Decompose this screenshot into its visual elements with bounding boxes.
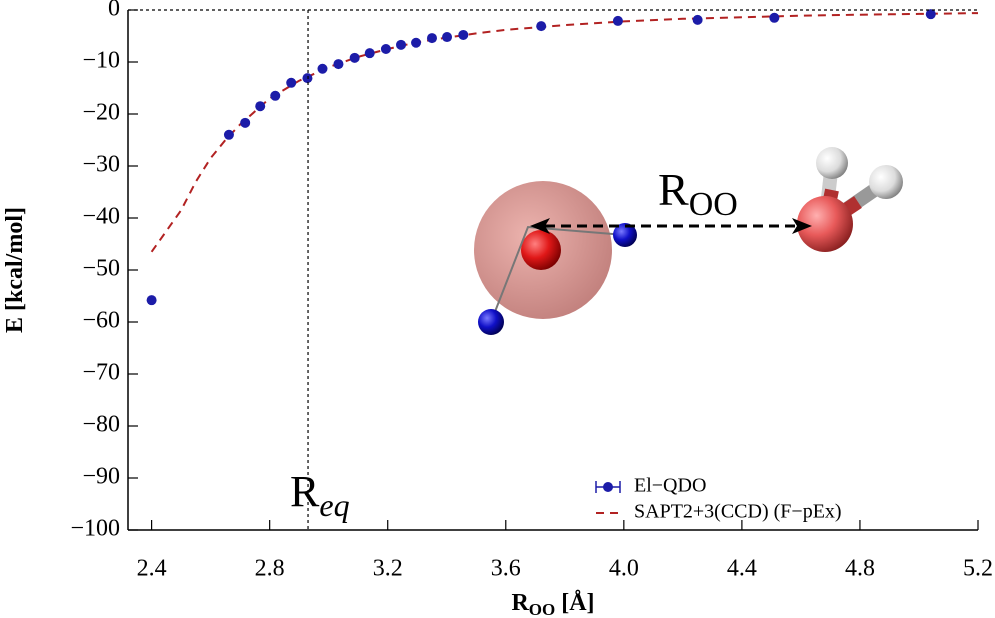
x-axis-label: ROO [Å] [511,590,594,618]
inset-label: ROO [658,164,738,223]
data-point [925,9,936,20]
x-label-sub: OO [529,600,555,618]
y-tick-label: −80 [82,412,120,438]
legend-label: El−QDO [634,475,706,497]
x-tick-label: 4.4 [727,556,757,582]
data-point [442,32,453,43]
legend-label: SAPT2+3(CCD) (F−pEx) [634,501,842,523]
data-point [146,295,157,306]
drude-particle [613,223,637,247]
data-point [426,33,437,44]
data-point [612,15,623,26]
hydrogen-atom [816,147,848,179]
y-tick-label: −90 [82,464,120,490]
data-point [396,39,407,50]
data-point [380,44,391,54]
req-label: Req [290,467,350,523]
data-point [536,21,547,32]
hydrogen-atom [869,165,903,199]
data-point [411,37,422,48]
y-tick-label: −60 [82,308,120,334]
inset-label-main: R [658,164,689,215]
y-tick-label: 0 [108,0,120,22]
req-label-sub: eq [319,487,349,523]
x-tick-label: 4.0 [609,556,639,582]
data-point [317,63,328,74]
molecule-illustration: ROO [146,9,936,335]
x-tick-label: 4.8 [845,556,875,582]
y-tick-label: −30 [82,152,120,178]
data-point [458,29,469,40]
y-tick-label: −50 [82,256,120,282]
drude-particle [478,309,504,335]
x-tick-label: 2.8 [255,556,285,582]
x-label-main: R [511,590,529,616]
bond [490,225,626,323]
y-tick-label: −100 [70,516,120,542]
x-tick-label: 3.2 [373,556,403,582]
data-point [692,14,703,25]
y-tick-label: −10 [82,48,120,74]
y-tick-label: −20 [82,100,120,126]
x-label-unit: [Å] [555,590,594,616]
data-point [270,90,281,101]
req-label-main: R [290,467,320,516]
x-tick-label: 3.6 [491,556,521,582]
x-tick-label: 2.4 [137,556,167,582]
oxygen-atom [521,230,561,270]
y-tick-label: −40 [82,204,120,230]
data-point [240,117,251,128]
data-point [364,48,375,59]
data-point [333,59,344,70]
oxygen-atom [797,196,853,252]
data-point [223,129,234,140]
x-tick-label: 5.2 [963,556,993,582]
data-point [255,101,266,112]
data-point [286,77,297,88]
inset-label-sub: OO [689,186,738,223]
data-point [769,12,780,23]
data-point [349,52,360,63]
y-axis-label: E [kcal/mol] [2,207,28,333]
legend-marker [603,482,613,492]
y-tick-label: −70 [82,360,120,386]
